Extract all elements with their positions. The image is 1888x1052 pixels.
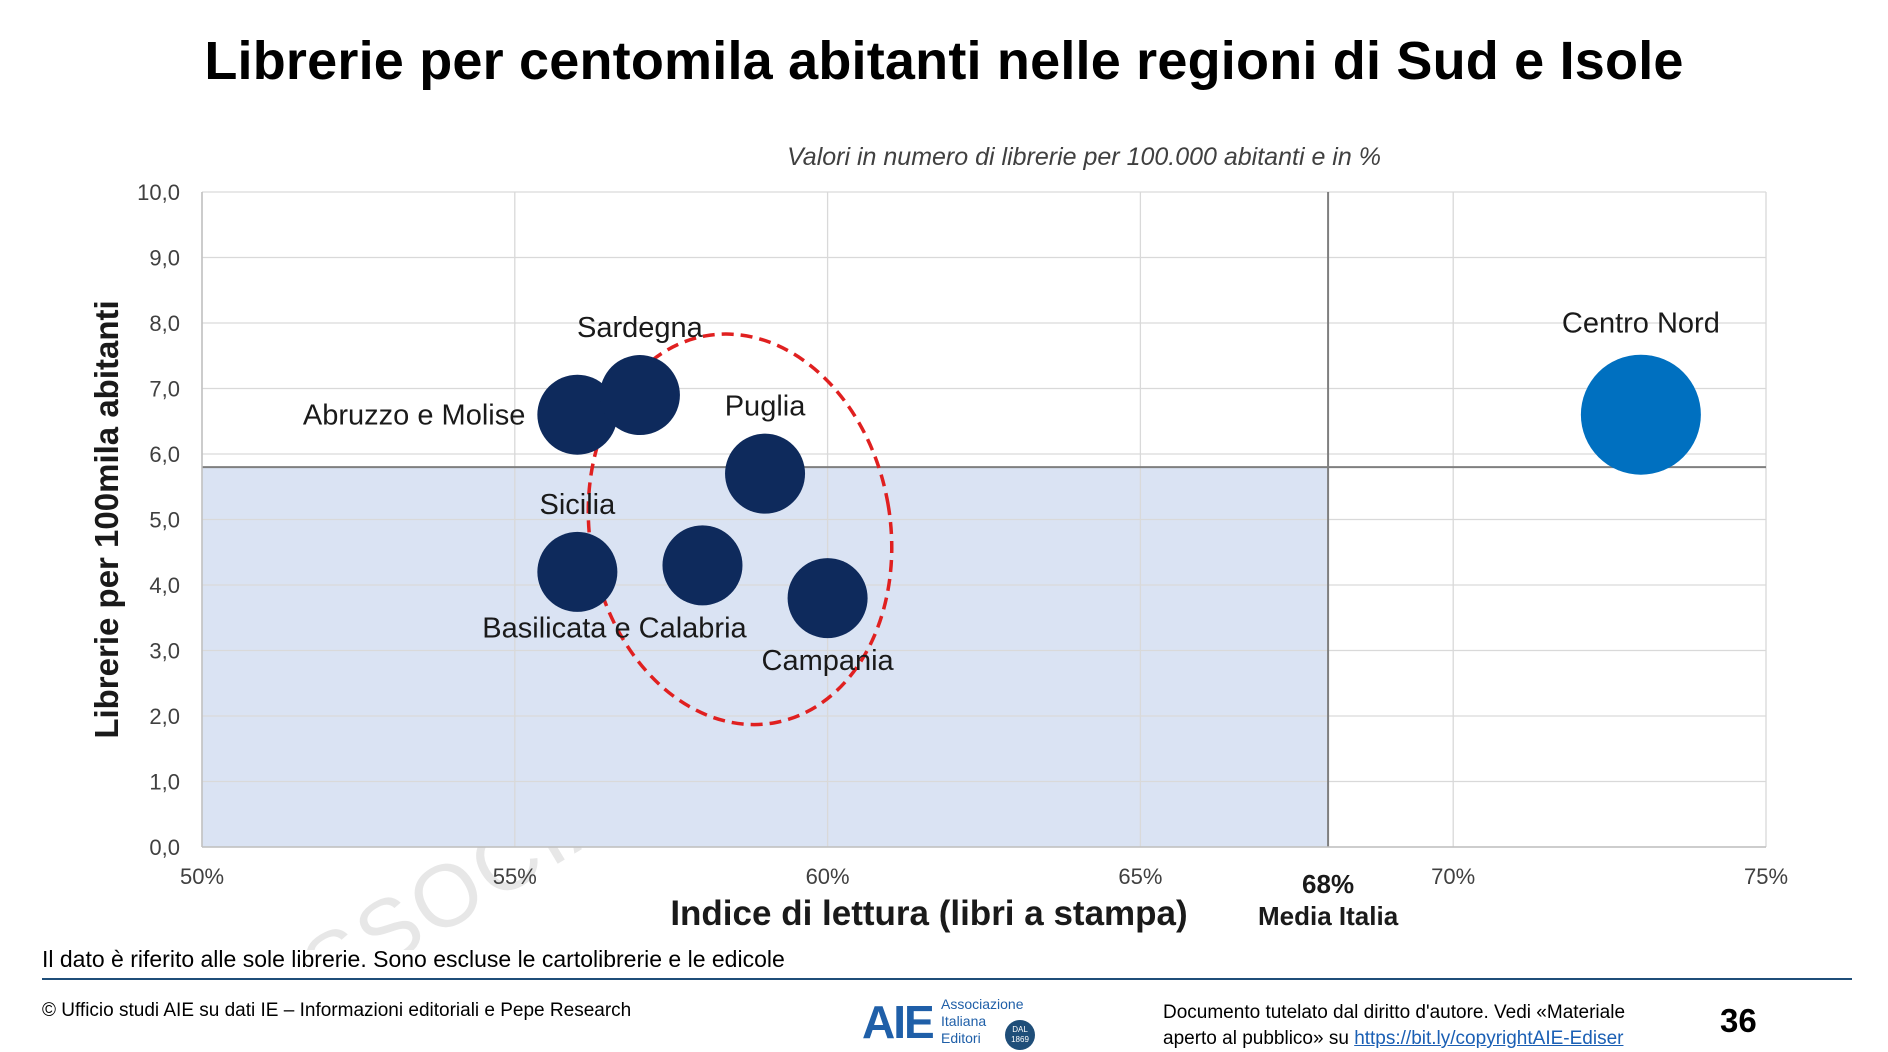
data-points bbox=[537, 354, 1701, 639]
logo-seal-top: DAL bbox=[1012, 1025, 1028, 1034]
axes: Valori in numero di librerie per 100.000… bbox=[88, 143, 1788, 933]
reference-lines bbox=[202, 192, 1766, 847]
y-tick-label: 4,0 bbox=[149, 573, 180, 598]
y-tick-label: 7,0 bbox=[149, 377, 180, 402]
x-tick-label: 65% bbox=[1118, 864, 1162, 889]
data-point bbox=[662, 525, 743, 606]
point-label: Sicilia bbox=[539, 489, 616, 521]
y-tick-label: 8,0 bbox=[149, 311, 180, 336]
copyright-line-2: aperto al pubblico» su https://bit.ly/co… bbox=[1163, 1026, 1683, 1052]
x-tick-label: 60% bbox=[806, 864, 850, 889]
y-tick-label: 10,0 bbox=[137, 180, 180, 205]
y-tick-label: 9,0 bbox=[149, 246, 180, 271]
y-tick-label: 2,0 bbox=[149, 704, 180, 729]
x-tick-label: 55% bbox=[493, 864, 537, 889]
data-point bbox=[537, 374, 618, 455]
copyright-line-1: Documento tutelato dal diritto d'autore.… bbox=[1163, 1002, 1626, 1023]
page-number: 36 bbox=[1720, 1002, 1757, 1039]
logo-line-2: Italiana bbox=[941, 1013, 987, 1029]
x-tick-label: 50% bbox=[180, 864, 224, 889]
aie-logo: AIE Associazione Italiana Editori DAL 18… bbox=[862, 996, 1042, 1050]
highlight-ellipse-layer bbox=[586, 332, 894, 727]
x-tick-label: 70% bbox=[1431, 864, 1475, 889]
y-tick-label: 1,0 bbox=[149, 770, 180, 795]
point-label: Centro Nord bbox=[1562, 308, 1720, 340]
source-credit: © Ufficio studi AIE su dati IE – Informa… bbox=[42, 1000, 632, 1021]
copyright-notice: Documento tutelato dal diritto d'autore.… bbox=[1163, 1000, 1683, 1052]
point-label: Puglia bbox=[725, 391, 806, 423]
chart-subtitle: Valori in numero di librerie per 100.000… bbox=[787, 143, 1381, 171]
point-label: Sardegna bbox=[577, 312, 704, 344]
y-axis-title: Librerie per 100mila abitanti bbox=[88, 300, 125, 738]
page-title: Librerie per centomila abitanti nelle re… bbox=[204, 31, 1684, 91]
logo-text: Associazione Italiana Editori bbox=[941, 996, 1024, 1047]
highlight-ellipse bbox=[586, 332, 894, 727]
reference-x-label: Media Italia bbox=[1258, 901, 1399, 931]
chart-grid bbox=[201, 191, 1767, 848]
footnote: Il dato è riferito alle sole librerie. S… bbox=[42, 946, 785, 972]
logo-mark: AIE bbox=[862, 996, 935, 1048]
footer-divider bbox=[42, 978, 1852, 980]
x-axis-title: Indice di lettura (libri a stampa) bbox=[670, 894, 1187, 933]
y-tick-label: 3,0 bbox=[149, 639, 180, 664]
data-point bbox=[537, 531, 618, 612]
data-point bbox=[599, 355, 680, 436]
y-tick-label: 5,0 bbox=[149, 508, 180, 533]
data-point bbox=[1580, 354, 1701, 475]
y-tick-label: 0,0 bbox=[149, 835, 180, 860]
logo-seal-bottom: 1869 bbox=[1011, 1035, 1029, 1044]
y-tick-label: 6,0 bbox=[149, 442, 180, 467]
logo-line-1: Associazione bbox=[941, 996, 1024, 1012]
point-label: Abruzzo e Molise bbox=[303, 400, 525, 432]
data-point bbox=[725, 433, 806, 514]
point-labels: Abruzzo e Molise Sardegna Puglia Sicilia Bas… bbox=[303, 308, 1720, 677]
x-tick-label: 75% bbox=[1744, 864, 1788, 889]
logo-seal: DAL 1869 bbox=[1005, 1020, 1035, 1050]
logo-line-3: Editori bbox=[941, 1030, 981, 1046]
scatter-chart: ASSOCIAZIONE ITALIANA EDITORI Abruzzo e … bbox=[88, 143, 1788, 950]
point-label: Campania bbox=[762, 645, 895, 677]
copyright-prefix: aperto al pubblico» su bbox=[1163, 1028, 1355, 1049]
copyright-link[interactable]: https://bit.ly/copyrightAIE-Ediser bbox=[1354, 1028, 1624, 1049]
point-label: Basilicata e Calabria bbox=[482, 612, 747, 644]
data-point bbox=[787, 558, 868, 639]
reference-x-value: 68% bbox=[1302, 869, 1354, 899]
